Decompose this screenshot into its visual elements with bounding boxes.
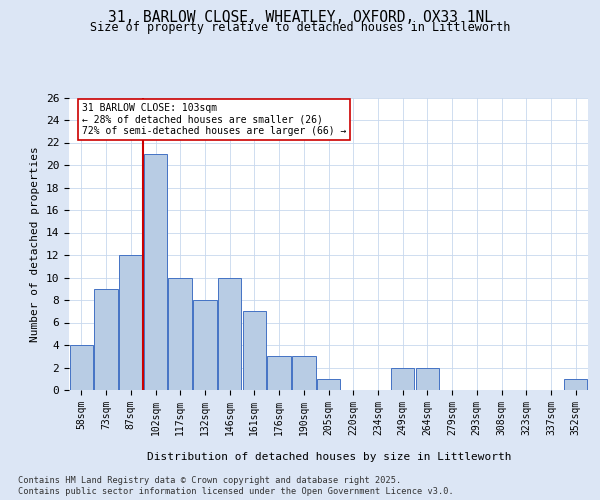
Bar — [416, 368, 439, 390]
Text: Contains public sector information licensed under the Open Government Licence v3: Contains public sector information licen… — [18, 488, 454, 496]
Bar — [292, 356, 316, 390]
Bar — [169, 278, 192, 390]
Bar — [242, 311, 266, 390]
Bar — [564, 379, 587, 390]
Text: 31, BARLOW CLOSE, WHEATLEY, OXFORD, OX33 1NL: 31, BARLOW CLOSE, WHEATLEY, OXFORD, OX33… — [107, 10, 493, 25]
Text: Contains HM Land Registry data © Crown copyright and database right 2025.: Contains HM Land Registry data © Crown c… — [18, 476, 401, 485]
Bar — [317, 379, 340, 390]
Bar — [218, 278, 241, 390]
Y-axis label: Number of detached properties: Number of detached properties — [30, 146, 40, 342]
Bar — [391, 368, 415, 390]
Bar — [144, 154, 167, 390]
Text: Distribution of detached houses by size in Littleworth: Distribution of detached houses by size … — [146, 452, 511, 462]
Text: Size of property relative to detached houses in Littleworth: Size of property relative to detached ho… — [90, 22, 510, 35]
Bar — [119, 255, 143, 390]
Bar — [193, 300, 217, 390]
Bar — [268, 356, 291, 390]
Text: 31 BARLOW CLOSE: 103sqm
← 28% of detached houses are smaller (26)
72% of semi-de: 31 BARLOW CLOSE: 103sqm ← 28% of detache… — [82, 103, 346, 136]
Bar — [94, 289, 118, 390]
Bar — [70, 345, 93, 390]
